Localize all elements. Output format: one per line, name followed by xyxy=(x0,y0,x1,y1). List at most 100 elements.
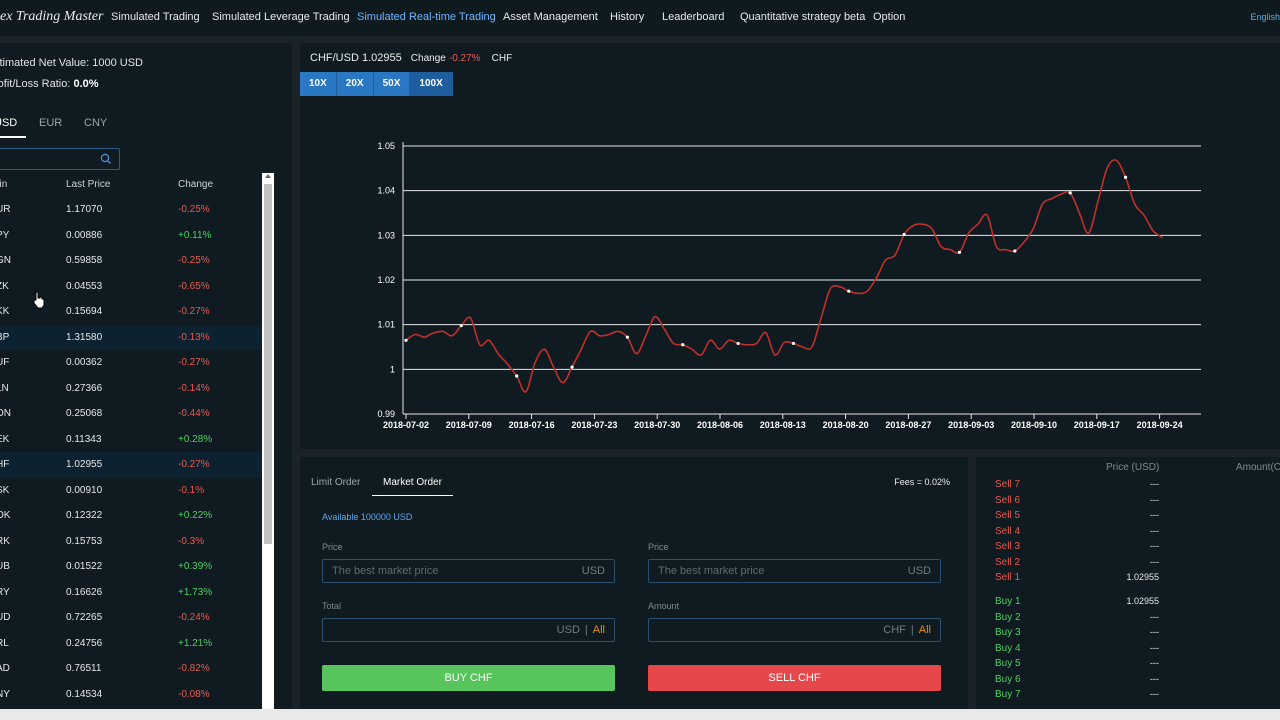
nav-history[interactable]: History xyxy=(610,11,645,23)
market-row[interactable]: AD 0.76511 -0.82% xyxy=(0,656,262,682)
data-point[interactable] xyxy=(791,341,796,346)
data-point[interactable] xyxy=(1013,249,1017,253)
market-row[interactable]: EK 0.11343 +0.28% xyxy=(0,427,262,453)
data-point[interactable] xyxy=(957,250,962,254)
scroll-up-arrow[interactable] xyxy=(265,174,271,178)
buy-order-row[interactable]: Buy 5 --- xyxy=(976,658,1280,673)
sell-order-row[interactable]: Sell 3 --- xyxy=(976,541,1280,556)
market-row-change: -0.44% xyxy=(178,408,210,419)
market-row[interactable]: UR 1.17070 -0.25% xyxy=(0,197,262,223)
market-row[interactable]: UB 0.01522 +0.39% xyxy=(0,554,262,580)
nav-simulated-realtime-trading[interactable]: Simulated Real-time Trading xyxy=(357,11,496,23)
market-row[interactable]: GN 0.59858 -0.25% xyxy=(0,248,262,274)
sell-order-row[interactable]: Sell 2 --- xyxy=(976,557,1280,572)
nav-leaderboard[interactable]: Leaderboard xyxy=(662,11,725,23)
col-head-coin[interactable]: oin xyxy=(0,179,8,190)
nav-asset-management[interactable]: Asset Management xyxy=(503,11,598,23)
data-point[interactable] xyxy=(736,341,740,346)
market-row[interactable]: RY 0.16626 +1.73% xyxy=(0,580,262,606)
leverage-100x-button[interactable]: 100X xyxy=(410,72,453,96)
search-icon[interactable] xyxy=(99,152,113,166)
sell-level-label: Sell 7 xyxy=(995,479,1021,490)
nav-simulated-trading[interactable]: Simulated Trading xyxy=(111,11,200,23)
buy-order-row[interactable]: Buy 4 --- xyxy=(976,643,1280,658)
brand-logo[interactable]: ex Trading Master xyxy=(0,9,104,24)
buy-all-link[interactable]: All xyxy=(592,624,605,636)
market-row[interactable]: UF 0.00362 -0.27% xyxy=(0,350,262,376)
market-row-change: +0.28% xyxy=(178,433,213,445)
unit-separator: | xyxy=(910,624,914,636)
sell-price-field[interactable]: The best market price USD xyxy=(648,559,941,583)
sell-all-link[interactable]: All xyxy=(918,624,931,636)
buy-order-row[interactable]: Buy 1 1.02955 xyxy=(976,596,1280,611)
market-row-change: -0.3% xyxy=(178,535,205,547)
market-row-symbol: PY xyxy=(0,229,10,241)
sell-amount-field[interactable]: CHF | All xyxy=(648,618,941,642)
buy-chf-button[interactable]: BUY CHF xyxy=(322,665,615,691)
buy-total-unit: USD xyxy=(556,624,580,636)
sell-order-row[interactable]: Sell 4 --- xyxy=(976,526,1280,541)
data-point[interactable] xyxy=(404,338,408,342)
market-row[interactable]: RL 0.24756 +1.21% xyxy=(0,631,262,657)
sell-order-row[interactable]: Sell 6 --- xyxy=(976,495,1280,510)
language-selector[interactable]: English xyxy=(1250,12,1280,22)
buy-price-field[interactable]: The best market price USD xyxy=(322,559,615,583)
market-scroll-thumb[interactable] xyxy=(264,184,272,544)
data-point[interactable] xyxy=(847,289,851,293)
market-row[interactable]: NY 0.14534 -0.08% xyxy=(0,682,262,708)
sell-order-row[interactable]: Sell 1 1.02955 xyxy=(976,572,1280,587)
col-head-last-price[interactable]: Last Price xyxy=(66,179,111,190)
data-point[interactable] xyxy=(1068,191,1072,195)
data-point[interactable] xyxy=(1123,175,1128,179)
market-search-box[interactable] xyxy=(0,148,120,170)
data-point[interactable] xyxy=(459,323,463,328)
net-value-line: stimated Net Value: 1000 USD xyxy=(0,57,143,69)
sell-chf-button[interactable]: SELL CHF xyxy=(648,665,941,691)
tab-market-order[interactable]: Market Order xyxy=(383,477,442,488)
market-row[interactable]: UD 0.72265 -0.24% xyxy=(0,605,262,631)
pl-ratio-label: rofit/Loss Ratio: xyxy=(0,78,71,90)
market-row[interactable]: LN 0.27366 -0.14% xyxy=(0,376,262,402)
market-row-change: +0.39% xyxy=(178,561,213,572)
leverage-20x-button[interactable]: 20X xyxy=(336,72,374,96)
data-point[interactable] xyxy=(570,365,574,369)
sell-order-row[interactable]: Sell 5 --- xyxy=(976,510,1280,525)
buy-order-row[interactable]: Buy 7 --- xyxy=(976,689,1280,704)
buy-price-label: Price xyxy=(322,542,343,552)
leverage-50x-button[interactable]: 50X xyxy=(373,72,411,96)
market-row[interactable]: SK 0.00910 -0.1% xyxy=(0,478,262,504)
y-tick-label: 1.02 xyxy=(377,275,395,285)
data-point[interactable] xyxy=(681,343,685,347)
nav-simulated-leverage-trading[interactable]: Simulated Leverage Trading xyxy=(212,11,350,23)
market-row[interactable]: RK 0.15753 -0.3% xyxy=(0,529,262,555)
market-row[interactable]: OK 0.12322 +0.22% xyxy=(0,503,262,529)
buy-level-label: Buy 2 xyxy=(995,611,1021,623)
currency-tab-usd[interactable]: USD xyxy=(0,117,18,129)
market-row[interactable]: HF 1.02955 -0.27% xyxy=(0,452,262,478)
market-row-symbol: KK xyxy=(0,306,10,317)
buy-total-field[interactable]: USD | All xyxy=(322,618,615,642)
market-row[interactable]: ON 0.25068 -0.44% xyxy=(0,401,262,427)
nav-quant-strategy[interactable]: Quantitative strategy beta xyxy=(740,11,866,23)
market-search-input[interactable] xyxy=(3,151,99,169)
market-row[interactable]: PY 0.00886 +0.11% xyxy=(0,223,262,249)
sell-order-row[interactable]: Sell 7 --- xyxy=(976,479,1280,494)
data-point[interactable] xyxy=(902,232,906,237)
data-point[interactable] xyxy=(625,335,629,339)
order-book-panel: Price (USD) Amount(C Sell 7 --- Sell 6 --- S… xyxy=(976,457,1280,720)
data-point[interactable] xyxy=(515,374,519,378)
leverage-10x-button[interactable]: 10X xyxy=(300,72,337,96)
market-row[interactable]: BP 1.31580 -0.13% xyxy=(0,324,262,350)
market-row[interactable]: ZK 0.04553 -0.65% xyxy=(0,274,262,300)
tab-limit-order[interactable]: Limit Order xyxy=(311,477,361,488)
currency-tab-cny[interactable]: CNY xyxy=(84,117,108,129)
nav-option[interactable]: Option xyxy=(873,11,906,23)
col-head-change[interactable]: Change xyxy=(178,179,214,190)
buy-order-row[interactable]: Buy 3 --- xyxy=(976,627,1280,642)
x-tick-label: 2018-08-27 xyxy=(885,420,931,430)
currency-tab-eur[interactable]: EUR xyxy=(39,117,63,129)
buy-order-row[interactable]: Buy 2 --- xyxy=(976,612,1280,627)
market-row[interactable]: KK 0.15694 -0.27% xyxy=(0,299,262,325)
buy-order-row[interactable]: Buy 6 --- xyxy=(976,674,1280,689)
bottom-scrollbar[interactable] xyxy=(0,709,1280,720)
